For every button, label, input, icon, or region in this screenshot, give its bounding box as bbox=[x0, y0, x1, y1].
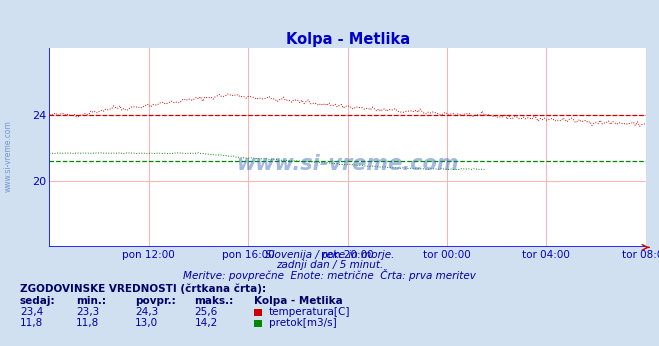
Text: 25,6: 25,6 bbox=[194, 307, 217, 317]
Text: www.si-vreme.com: www.si-vreme.com bbox=[237, 154, 459, 174]
Text: maks.:: maks.: bbox=[194, 297, 234, 307]
Text: pretok[m3/s]: pretok[m3/s] bbox=[269, 318, 337, 328]
Title: Kolpa - Metlika: Kolpa - Metlika bbox=[285, 32, 410, 47]
Text: 11,8: 11,8 bbox=[20, 318, 43, 328]
Text: sedaj:: sedaj: bbox=[20, 297, 55, 307]
Text: min.:: min.: bbox=[76, 297, 106, 307]
Text: 23,4: 23,4 bbox=[20, 307, 43, 317]
Text: 13,0: 13,0 bbox=[135, 318, 158, 328]
Text: 14,2: 14,2 bbox=[194, 318, 217, 328]
Text: 23,3: 23,3 bbox=[76, 307, 99, 317]
Text: www.si-vreme.com: www.si-vreme.com bbox=[3, 120, 13, 192]
Text: 11,8: 11,8 bbox=[76, 318, 99, 328]
Text: Kolpa - Metlika: Kolpa - Metlika bbox=[254, 297, 343, 307]
Text: zadnji dan / 5 minut.: zadnji dan / 5 minut. bbox=[276, 260, 383, 270]
Text: temperatura[C]: temperatura[C] bbox=[269, 307, 351, 317]
Text: ZGODOVINSKE VREDNOSTI (črtkana črta):: ZGODOVINSKE VREDNOSTI (črtkana črta): bbox=[20, 284, 266, 294]
Text: povpr.:: povpr.: bbox=[135, 297, 176, 307]
Text: Meritve: povprečne  Enote: metrične  Črta: prva meritev: Meritve: povprečne Enote: metrične Črta:… bbox=[183, 268, 476, 281]
Text: 24,3: 24,3 bbox=[135, 307, 158, 317]
Text: Slovenija / reke in morje.: Slovenija / reke in morje. bbox=[265, 250, 394, 260]
